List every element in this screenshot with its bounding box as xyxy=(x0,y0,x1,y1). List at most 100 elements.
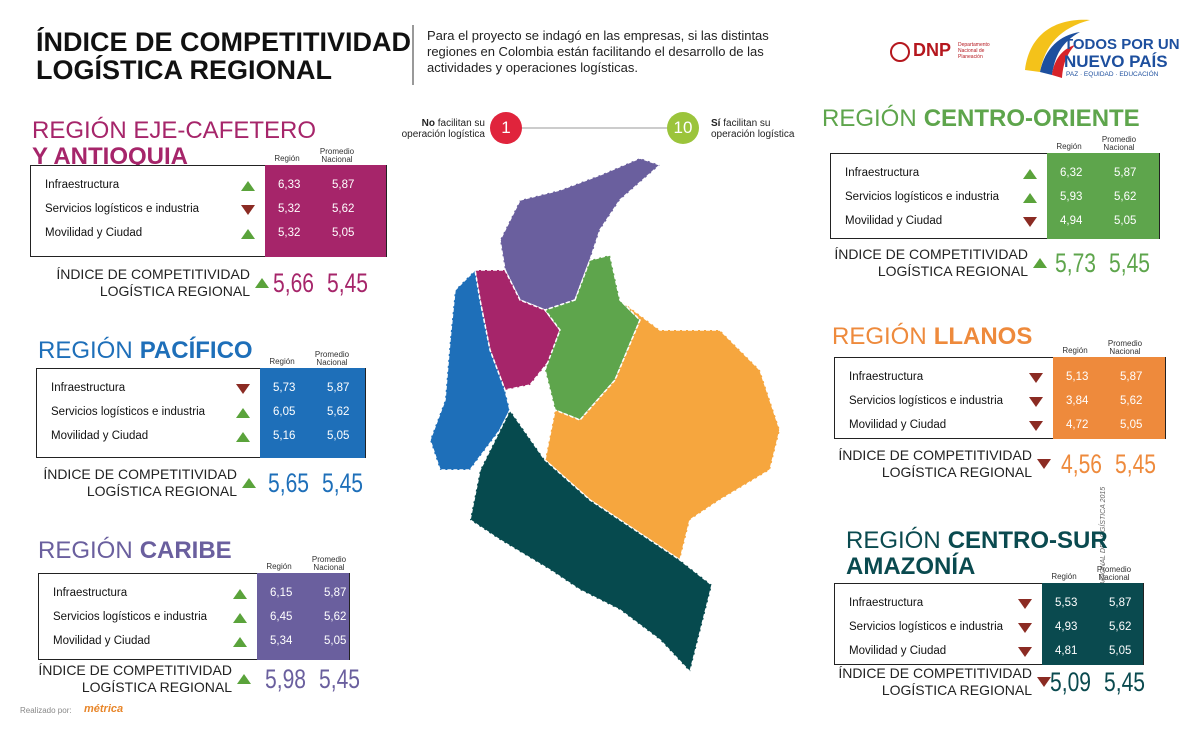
title-part: CENTRO-SUR xyxy=(947,527,1108,554)
index-label: LOGÍSTICA REGIONAL xyxy=(99,283,250,299)
region-value: 6,45 xyxy=(270,611,293,623)
index-label: ÍNDICE DE COMPETITIVIDAD xyxy=(838,665,1032,681)
region-value: 5,32 xyxy=(278,203,301,215)
title-part: REGIÓN xyxy=(38,337,133,364)
index-region: 5,73 xyxy=(1055,248,1096,278)
slogan-swoosh xyxy=(1040,32,1080,75)
row-label: Servicios logísticos e industria xyxy=(53,611,208,623)
region-value: 5,34 xyxy=(270,635,293,647)
trend-arrow xyxy=(1018,599,1032,609)
region-value: 6,33 xyxy=(278,179,301,191)
row-label: Movilidad y Ciudad xyxy=(849,419,947,431)
region-value: 3,84 xyxy=(1066,395,1089,407)
national-value: 5,62 xyxy=(1109,621,1132,633)
legend-label: facilitan su operación logística xyxy=(711,118,795,140)
index-region: 4,56 xyxy=(1061,449,1102,479)
row-label: Movilidad y Ciudad xyxy=(849,645,947,657)
trend-arrow xyxy=(236,432,250,442)
row-label: Servicios logísticos e industria xyxy=(845,191,1000,203)
index-label: ÍNDICE DE COMPETITIVIDAD xyxy=(56,266,250,282)
page-title: ÍNDICE DE COMPETITIVIDAD LOGÍSTICA REGION… xyxy=(36,28,411,84)
region-value: 4,93 xyxy=(1055,621,1078,633)
region-block xyxy=(260,368,365,458)
index-label: LOGÍSTICA REGIONAL xyxy=(86,483,237,499)
index-region: 5,65 xyxy=(268,468,309,498)
index-national: 5,45 xyxy=(322,468,363,498)
colombia-map xyxy=(429,157,781,674)
national-value: 5,05 xyxy=(1109,645,1132,657)
trend-arrow xyxy=(1018,623,1032,633)
trend-arrow xyxy=(1029,397,1043,407)
title-line: ÍNDICE DE COMPETITIVIDAD xyxy=(36,27,412,57)
region-value: 4,81 xyxy=(1055,645,1078,657)
legend-text: Sí facilitan su operación logística xyxy=(711,118,806,140)
title-part: REGIÓN xyxy=(38,537,133,564)
index-trend xyxy=(1037,677,1051,687)
legend-bold: Sí xyxy=(711,118,721,129)
title-line: LOGÍSTICA REGIONAL xyxy=(36,55,332,85)
title-part: REGIÓN xyxy=(846,527,941,554)
trend-arrow xyxy=(236,384,250,394)
region-title: REGIÓN LLANOS xyxy=(832,324,1039,350)
national-value: 5,05 xyxy=(324,635,347,647)
national-value: 5,87 xyxy=(324,587,347,599)
row-label: Servicios logísticos e industria xyxy=(849,395,1004,407)
trend-arrow xyxy=(1029,373,1043,383)
column-header: Promedio Nacional xyxy=(319,147,355,164)
legend-circle: 1 xyxy=(490,112,522,144)
title-part: CARIBE xyxy=(139,537,232,564)
title-part: REGIÓN xyxy=(822,105,917,132)
column-header: Región xyxy=(1051,572,1077,581)
index-national: 5,45 xyxy=(319,664,360,694)
row-label: Movilidad y Ciudad xyxy=(45,227,143,239)
row-label: Movilidad y Ciudad xyxy=(51,430,149,442)
region-title: REGIÓN CENTRO-ORIENTE xyxy=(822,106,1147,132)
index-trend xyxy=(1033,258,1047,268)
title-part: LLANOS xyxy=(933,323,1033,350)
legend-text: No facilitan su operación logística xyxy=(390,118,485,140)
slogan-swoosh xyxy=(1052,45,1075,78)
national-value: 5,62 xyxy=(324,611,347,623)
index-label: ÍNDICE DE COMPETITIVIDAD xyxy=(834,246,1028,262)
credit: Realizado por: xyxy=(20,706,72,715)
row-label: Servicios logísticos e industria xyxy=(45,203,200,215)
index-national: 5,45 xyxy=(327,268,368,298)
index-label: LOGÍSTICA REGIONAL xyxy=(881,464,1032,480)
region-value: 5,16 xyxy=(273,430,296,442)
index-national: 5,45 xyxy=(1115,449,1156,479)
index-label: ÍNDICE DE COMPETITIVIDAD xyxy=(38,662,232,678)
national-value: 5,87 xyxy=(332,179,355,191)
trend-arrow xyxy=(1023,169,1037,179)
index-trend xyxy=(242,478,256,488)
region-block xyxy=(1042,583,1143,665)
column-header: Región xyxy=(266,562,292,571)
slogan-line: NUEVO PAÍS xyxy=(1064,52,1168,71)
index-region: 5,66 xyxy=(273,268,314,298)
column-header: Promedio Nacional xyxy=(1096,565,1132,582)
column-header: Región xyxy=(269,357,295,366)
region-value: 5,13 xyxy=(1066,371,1089,383)
national-value: 5,62 xyxy=(332,203,355,215)
region-block xyxy=(265,165,386,257)
national-value: 5,05 xyxy=(327,430,350,442)
trend-arrow xyxy=(1023,193,1037,203)
region-value: 4,94 xyxy=(1060,215,1083,227)
legend-circle: 10 xyxy=(667,112,699,144)
dnp-emblem xyxy=(890,42,910,62)
row-label: Infraestructura xyxy=(849,597,924,609)
row-label: Infraestructura xyxy=(51,382,126,394)
slogan-tagline: PAZ · EQUIDAD · EDUCACIÓN xyxy=(1066,71,1159,78)
index-trend xyxy=(237,674,251,684)
index-label: ÍNDICE DE COMPETITIVIDAD xyxy=(43,466,237,482)
column-header: Promedio Nacional xyxy=(311,555,347,572)
index-trend xyxy=(255,278,269,288)
region-value: 4,72 xyxy=(1066,419,1089,431)
national-value: 5,87 xyxy=(327,382,350,394)
row-label: Servicios logísticos e industria xyxy=(849,621,1004,633)
llanos-area xyxy=(544,299,781,562)
trend-arrow xyxy=(1023,217,1037,227)
trend-arrow xyxy=(241,229,255,239)
column-header: Promedio Nacional xyxy=(1101,135,1137,152)
region-block xyxy=(1047,153,1159,239)
